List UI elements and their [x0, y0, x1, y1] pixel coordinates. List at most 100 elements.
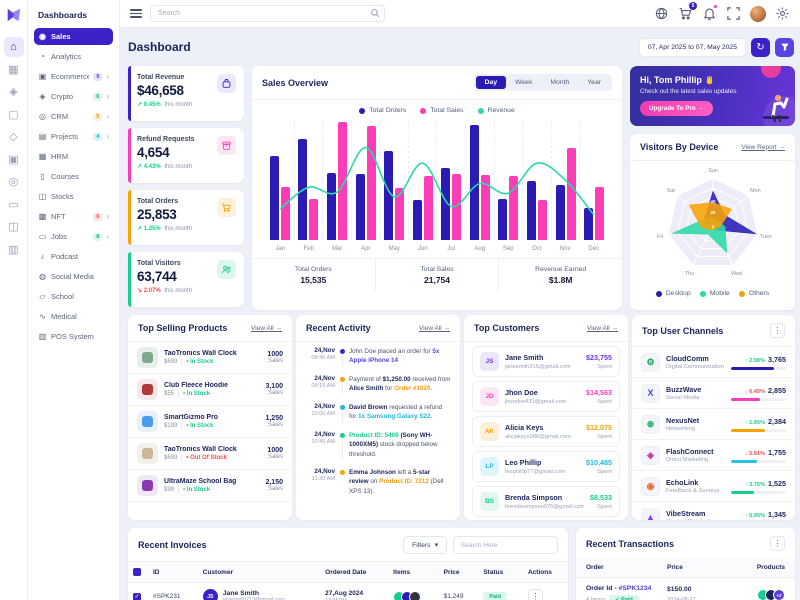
pages-icon[interactable]: ▢	[8, 108, 19, 121]
sidebar-item-jobs[interactable]: ▭ Jobs 8 ›	[38, 232, 109, 241]
column-price: Price	[438, 561, 479, 583]
sidebar-item-nft[interactable]: ▩ NFT 6 ›	[38, 212, 109, 221]
recent-activity-card: Recent Activity View All → 24,Nov 08:45 A…	[296, 315, 460, 520]
sidebar-item-social-media[interactable]: ◍ Social Media	[39, 272, 94, 281]
charts-icon[interactable]: ◫	[8, 221, 19, 233]
customer-avatar: JD	[480, 387, 499, 406]
channel-delta: ↑ 1.95%	[744, 419, 765, 426]
sidebar-item-badge: 6	[93, 92, 103, 101]
tab-month[interactable]: Month	[550, 79, 570, 86]
channels-menu-button[interactable]: ⋮	[770, 323, 785, 338]
sidebar-item-pos-system[interactable]: ▥ POS System	[38, 332, 94, 341]
row-checkbox[interactable]: ✓	[133, 592, 141, 600]
bar-total-sales	[509, 176, 519, 240]
avatar[interactable]	[750, 5, 766, 22]
sidebar-item-analytics[interactable]: ◔ Analytics	[34, 48, 113, 65]
stat-label: Total Visitors	[137, 260, 181, 267]
bar-group-jan	[266, 120, 294, 240]
hamburger-menu-icon[interactable]	[130, 7, 142, 20]
date-range-picker[interactable]: 07, Apr 2025 to 07, May 2025	[638, 37, 746, 57]
view-report-link[interactable]: View Report →	[741, 143, 785, 151]
channel-list-item[interactable]: ⊛ NexusNet Networking ↑ 1.95% 2,384	[632, 409, 795, 440]
channel-list-item[interactable]: ◉ EchoLink Feedback & Surveys ↑ 3.75% 1,5…	[632, 471, 795, 502]
sidebar-item-stocks[interactable]: ◫ Stocks	[38, 192, 74, 201]
customer-list-item[interactable]: BS Brenda Simpson brendasimpson075@gmail…	[472, 486, 620, 517]
column-status: Status	[478, 561, 523, 583]
app-logo[interactable]	[5, 6, 23, 24]
sidebar-item-projects[interactable]: ▤ Projects 4 ›	[38, 132, 109, 141]
customer-amount-unit: Spent	[597, 468, 612, 475]
sidebar-item-hrm[interactable]: ▦ HRM	[38, 152, 69, 161]
channel-list-item[interactable]: X BuzzWave Social Media ↓ 6.45% 2,855	[632, 378, 795, 409]
customer-list-item[interactable]: AK Alicia Keys aliciakeys986@gmail.com $…	[472, 416, 620, 447]
tab-day[interactable]: Day	[475, 76, 507, 89]
activity-view-all-link[interactable]: View All →	[419, 324, 450, 332]
channel-list-item[interactable]: ◈ FlashConnect Direct Marketing ↓ 5.91% 1…	[632, 440, 795, 471]
invoice-row[interactable]: ✓ #SPK231 JS Jane Smith janesmith213@gma…	[128, 583, 568, 600]
language-icon[interactable]	[654, 6, 669, 21]
product-list-item[interactable]: UltraMaze School Bag $99In Stock 2,150 S…	[128, 470, 292, 502]
filter-button[interactable]	[775, 37, 794, 57]
product-name: TaoTronics Wall Clock	[164, 446, 237, 453]
customer-list-item[interactable]: JD Jhon Doe jhondoe431@gmail.com $14,563…	[472, 381, 620, 412]
chevron-right-icon: ›	[106, 72, 109, 81]
layers-icon[interactable]: ◈	[9, 86, 18, 98]
channel-progress-bar	[731, 397, 786, 401]
upgrade-to-pro-button[interactable]: Upgrade To Pro →	[640, 101, 713, 116]
sidebar-item-courses[interactable]: ▯ Courses	[34, 168, 113, 185]
recent-transactions-card: Recent Transactions ⋮ Order Price Products…	[576, 528, 795, 600]
refresh-button[interactable]: ↻	[751, 37, 770, 57]
customer-amount-unit: Spent	[597, 363, 612, 370]
sidebar-item-medical[interactable]: ∿ Medical	[39, 312, 77, 321]
bar-group-oct	[522, 120, 551, 240]
product-list-item[interactable]: SmartGizmo Pro $199In Stock 1,250 Sales	[128, 406, 292, 438]
product-list-item[interactable]: TaoTronics Wall Clock $699In Stock 1000 …	[128, 342, 292, 374]
ordered-date: 27,Aug 2024	[325, 589, 364, 597]
svg-text:80: 80	[710, 176, 715, 181]
invoices-search-input[interactable]	[453, 536, 558, 554]
channel-name: EchoLink	[666, 477, 699, 487]
caret-down-icon: ▾	[434, 542, 438, 549]
widgets-icon[interactable]: ◇	[9, 131, 18, 143]
cart-icon[interactable]: 5	[678, 2, 697, 21]
search-input[interactable]	[150, 5, 385, 22]
row-actions-button[interactable]: ⋮	[528, 589, 543, 600]
channel-list-item[interactable]: ▲ VibeStream Content Distribution ↑ 0.95…	[632, 502, 795, 520]
product-list-item[interactable]: Club Fleece Hoodie $55In Stock 3,100 Sal…	[128, 374, 292, 406]
promo-message: Check out the latest sales updates.	[640, 88, 739, 95]
select-all-checkbox[interactable]	[133, 568, 141, 576]
channel-category: Networking	[666, 426, 695, 433]
products-view-all-link[interactable]: View All →	[251, 324, 282, 332]
bell-icon[interactable]	[702, 4, 718, 21]
tab-week[interactable]: Week	[515, 79, 533, 86]
mail-icon[interactable]: ▭	[8, 198, 19, 211]
customer-list-item[interactable]: LP Leo Phillip leophillip77@gmail.com $1…	[472, 451, 620, 482]
channel-list-item[interactable]: ⚙ CloudComm Digital Communication ↑ 2.98…	[632, 347, 795, 378]
sidebar-item-school[interactable]: ▱ School	[39, 292, 74, 301]
settings-icon[interactable]	[775, 6, 790, 21]
sidebar-item-crypto[interactable]: ◈ Crypto 6 ›	[39, 92, 109, 101]
compass-icon[interactable]: ◎	[8, 176, 19, 188]
channel-delta: ↑ 2.98%	[744, 357, 765, 364]
customers-view-all-link[interactable]: View All →	[587, 324, 618, 332]
chevron-right-icon: ›	[106, 112, 109, 121]
product-list-item[interactable]: TaoTronics Wall Clock $699 Out Of Stock 1…	[128, 438, 292, 470]
bar-total-orders	[526, 181, 536, 240]
sidebar-item-sales[interactable]: ◉ Sales	[34, 28, 113, 45]
sidebar-item-podcast[interactable]: ♪ Podcast	[34, 248, 113, 265]
home-icon[interactable]: ⌂	[3, 36, 24, 57]
transactions-menu-button[interactable]: ⋮	[770, 536, 785, 551]
sidebar-item-ecommerce[interactable]: ▣ Ecommerce 9 ›	[38, 72, 109, 81]
sidebar-item-crm[interactable]: ◎ CRM 5 ›	[39, 112, 109, 121]
cards-icon[interactable]: ▥	[8, 243, 19, 256]
bar-total-sales	[337, 122, 347, 240]
gift-icon[interactable]: ▣	[8, 153, 19, 166]
customer-list-item[interactable]: JS Jane Smith janesmith215@gmail.com $23…	[472, 346, 620, 377]
apps-grid-icon[interactable]: ▦	[8, 63, 19, 76]
customer-email: janesmith213@gmail.com	[222, 597, 285, 600]
filters-button[interactable]: Filters ▾	[403, 536, 447, 554]
tab-year[interactable]: Year	[587, 79, 601, 86]
fullscreen-icon[interactable]	[726, 6, 741, 21]
transaction-row[interactable]: Order Id - #SPK1234 4 Items ✓ Paid $150.0…	[576, 578, 795, 600]
users-icon	[217, 260, 236, 279]
